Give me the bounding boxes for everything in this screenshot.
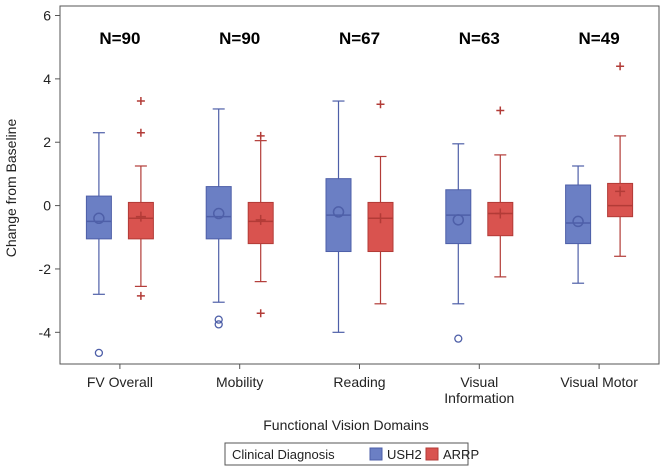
box-iqr — [367, 201, 394, 253]
legend-label-ush2: USH2 — [387, 447, 422, 462]
x-tick-label-line: Visual Motor — [560, 374, 638, 390]
y-tick-label: 6 — [43, 8, 51, 24]
box-iqr — [205, 186, 232, 240]
mean-marker — [615, 186, 626, 197]
outlier-point — [136, 128, 145, 137]
sample-size-label: N=63 — [459, 29, 500, 48]
x-tick-label: Visual Motor — [560, 374, 638, 390]
box-arrp — [247, 131, 274, 318]
mean-marker — [212, 207, 225, 220]
outlier-point — [256, 309, 265, 318]
outlier-point — [376, 100, 385, 109]
box-iqr — [487, 201, 514, 237]
legend-label-arrp: ARRP — [443, 447, 479, 462]
x-tick-label-line: Information — [444, 390, 514, 406]
y-axis-label: Change from Baseline — [3, 119, 19, 258]
outlier-point — [616, 62, 625, 71]
mean-marker — [332, 206, 345, 218]
x-tick-label-line: Mobility — [216, 374, 263, 390]
box-arrp — [127, 97, 154, 300]
sample-size-label: N=49 — [579, 29, 620, 48]
box-arrp — [367, 100, 394, 305]
box-arrp — [607, 62, 634, 257]
y-tick-label: 4 — [43, 71, 51, 87]
x-tick-label: Visual Information — [444, 374, 514, 406]
outlier-point — [136, 291, 145, 300]
outlier-point — [214, 320, 223, 329]
outlier-point — [214, 315, 223, 324]
legend-box — [224, 442, 469, 466]
x-tick-label-line: Visual — [460, 374, 498, 390]
box-iqr — [565, 184, 592, 245]
mean-marker — [495, 208, 506, 219]
legend-swatch-arrp — [425, 447, 439, 461]
sample-size-label: N=90 — [99, 29, 140, 48]
outlier-point — [94, 348, 104, 358]
x-tick-label: Reading — [333, 374, 385, 390]
x-tick-label: FV Overall — [87, 374, 153, 390]
box-iqr — [85, 195, 112, 240]
y-tick-label: 0 — [43, 198, 51, 214]
box-ush2 — [85, 132, 112, 358]
y-tick-label: -4 — [39, 324, 52, 340]
x-axis-label: Functional Vision Domains — [263, 417, 429, 433]
sample-size-label: N=67 — [339, 29, 380, 48]
box-iqr — [445, 189, 472, 245]
plot-area: -4 -2 0 2 4 6 FV Overall N=90 Mobility N=90 Readin… — [39, 5, 660, 406]
box-arrp — [487, 106, 514, 278]
y-tick-label: -2 — [39, 261, 52, 277]
outlier-point — [454, 334, 463, 343]
box-ush2 — [325, 100, 352, 333]
outlier-point — [496, 106, 505, 115]
legend-swatch-ush2 — [369, 447, 383, 461]
mean-marker — [93, 212, 105, 225]
legend: Clinical Diagnosis USH2 ARRP — [224, 442, 479, 466]
mean-marker — [375, 213, 386, 224]
mean-marker — [452, 214, 465, 226]
mean-marker — [255, 214, 266, 225]
box-ush2 — [565, 165, 592, 284]
outlier-point — [256, 131, 265, 140]
x-tick-label-line: Reading — [333, 374, 385, 390]
legend-title: Clinical Diagnosis — [232, 447, 335, 462]
x-tick-label-line: FV Overall — [87, 374, 153, 390]
outlier-point — [136, 97, 145, 106]
mean-marker — [135, 211, 146, 222]
box-ush2 — [445, 143, 472, 343]
mean-marker — [572, 215, 584, 228]
box-ush2 — [205, 108, 232, 329]
sample-size-label: N=90 — [219, 29, 260, 48]
x-tick-label: Mobility — [216, 374, 263, 390]
y-tick-label: 2 — [43, 134, 51, 150]
